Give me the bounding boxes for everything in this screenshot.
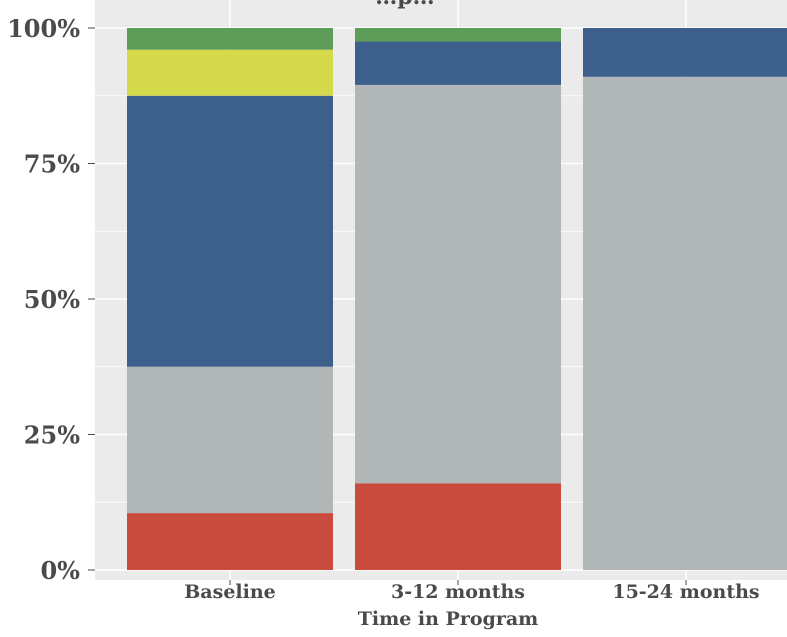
bar-segment [583,76,787,570]
bar-segment [355,483,561,570]
bar-segment [583,28,787,77]
bar-segment [355,41,561,85]
bar-segment [127,95,333,367]
y-tick-label: 100% [7,14,80,43]
x-tick-label: Baseline [184,581,276,603]
bar-segment [355,84,561,484]
bar-segment [127,49,333,96]
bars [127,28,787,570]
x-axis-title: Time in Program [358,608,539,630]
y-tick-label: 50% [24,285,80,314]
bar-segment [127,513,333,570]
x-tick-label: 15-24 months [612,581,759,603]
y-tick-label: 0% [40,556,80,585]
y-tick-label: 75% [24,150,80,179]
y-axis-ticks: 0% 25% 50% 75% 100% [7,14,95,585]
bar-segment [127,366,333,514]
x-axis-ticks: Baseline 3-12 months 15-24 months [184,580,760,603]
chart-title: …p… [375,0,434,10]
bar-segment [355,28,561,42]
x-tick-label: 3-12 months [391,581,525,603]
bar-segment [127,28,333,50]
y-tick-label: 25% [24,421,80,450]
